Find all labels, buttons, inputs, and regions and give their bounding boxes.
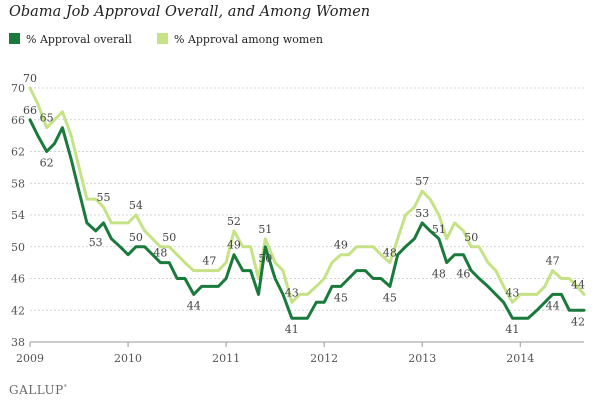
data-label: 45	[383, 291, 397, 304]
y-tick-label: 62	[11, 146, 25, 159]
data-label: 50	[162, 231, 176, 244]
data-label: 65	[40, 112, 54, 125]
data-label: 55	[97, 191, 111, 204]
legend-item-women: % Approval among women	[157, 33, 323, 46]
data-label: 52	[227, 215, 241, 228]
series-line-women	[28, 86, 586, 304]
data-label: 41	[505, 323, 519, 336]
y-tick-label: 46	[11, 273, 25, 286]
x-tick-label: 2011	[212, 352, 240, 365]
series-line-overall	[28, 118, 586, 320]
y-tick-label: 38	[11, 336, 25, 349]
data-label: 48	[153, 247, 167, 260]
y-tick-label: 66	[11, 114, 25, 127]
data-label: 50	[258, 252, 272, 265]
source-text: GALLUP	[9, 383, 64, 397]
legend-swatch-women	[157, 33, 168, 44]
source-mark: *	[63, 384, 68, 391]
data-label: 57	[415, 175, 429, 188]
x-tick-label: 2014	[506, 352, 534, 365]
data-label: 44	[546, 299, 560, 312]
data-label: 51	[258, 223, 272, 236]
data-label: 50	[464, 231, 478, 244]
y-tick-label: 50	[11, 241, 25, 254]
data-label: 53	[415, 207, 429, 220]
x-tick-label: 2010	[114, 352, 142, 365]
legend-swatch-overall	[9, 33, 20, 44]
data-label: 44	[571, 278, 585, 291]
data-label: 43	[505, 286, 519, 299]
data-label: 48	[383, 247, 397, 260]
data-label: 70	[23, 72, 37, 85]
data-label: 47	[202, 255, 216, 268]
data-label: 53	[89, 236, 103, 249]
data-label: 54	[129, 199, 143, 212]
data-label: 43	[285, 286, 299, 299]
data-label: 49	[334, 239, 348, 252]
data-label: 44	[187, 299, 201, 312]
y-tick-label: 42	[11, 304, 25, 317]
data-label: 66	[23, 104, 37, 117]
y-tick-label: 70	[11, 82, 25, 95]
x-tick-label: 2012	[310, 352, 338, 365]
legend-item-overall: % Approval overall	[9, 33, 132, 46]
data-label: 48	[432, 268, 446, 281]
data-label: 46	[456, 268, 470, 281]
x-tick-label: 2009	[16, 352, 44, 365]
data-label: 50	[129, 231, 143, 244]
chart-title: Obama Job Approval Overall, and Among Wo…	[9, 4, 371, 20]
data-label: 41	[285, 323, 299, 336]
data-label: 47	[546, 255, 560, 268]
y-tick-label: 54	[11, 209, 25, 222]
source-logo: GALLUP*	[9, 383, 67, 397]
data-label: 45	[334, 291, 348, 304]
x-tick-label: 2013	[408, 352, 436, 365]
legend-label-women: % Approval among women	[174, 33, 323, 46]
data-label: 42	[571, 315, 585, 328]
y-tick-label: 58	[11, 177, 25, 190]
data-label: 49	[227, 239, 241, 252]
data-label: 62	[40, 157, 54, 170]
data-label: 51	[432, 223, 446, 236]
legend-label-overall: % Approval overall	[26, 33, 132, 46]
